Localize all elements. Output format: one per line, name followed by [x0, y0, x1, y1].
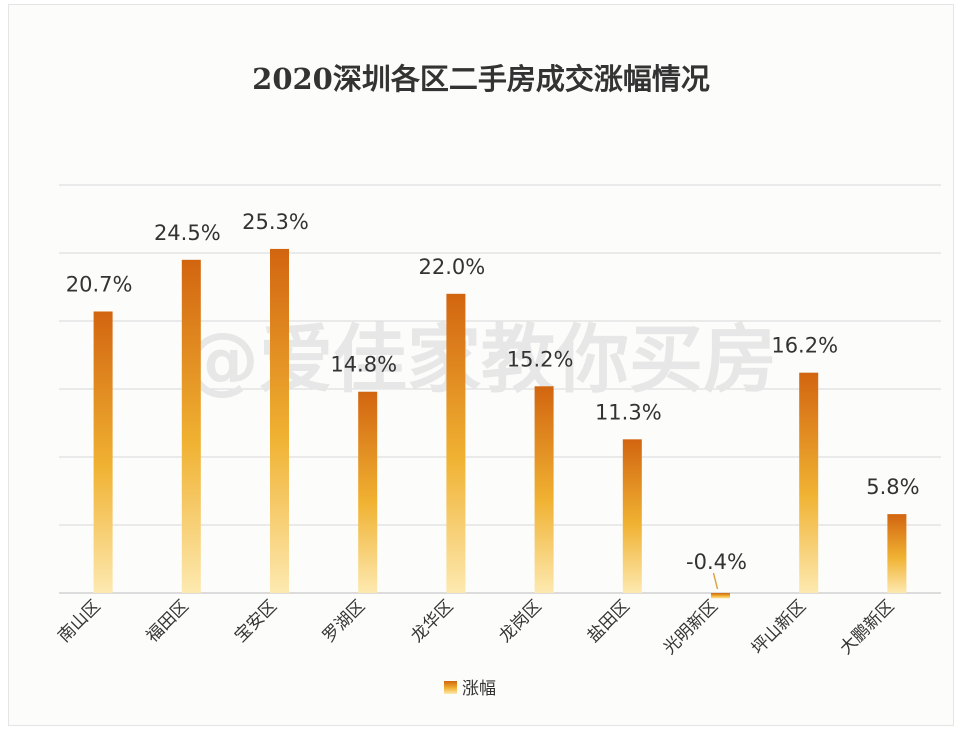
bar	[799, 372, 819, 593]
bar	[622, 439, 642, 593]
data-label: 5.8%	[866, 475, 919, 499]
bar	[181, 259, 201, 593]
data-label: 15.2%	[507, 347, 574, 371]
bar	[711, 593, 730, 599]
data-label: 24.5%	[154, 221, 221, 245]
category-tick-label: 宝安区	[231, 596, 281, 646]
category-tick-label: 龙岗区	[495, 596, 545, 646]
bars	[93, 248, 907, 599]
chart-frame: @爱佳家教你买房 2020深圳各区二手房成交涨幅情况 20.7% 24.5% 25.…	[8, 4, 954, 726]
category-tick-label: 罗湖区	[319, 596, 369, 646]
legend-swatch	[444, 681, 457, 694]
bar	[446, 293, 466, 593]
bar	[534, 386, 554, 593]
data-label: 22.0%	[419, 255, 486, 279]
data-label: 25.3%	[242, 210, 309, 234]
category-tick-labels: 南山区 福田区 宝安区 罗湖区 龙华区 龙岗区 盐田区 光明新区 坪山新区 大鹏新区	[54, 596, 898, 658]
data-label: -0.4%	[686, 550, 747, 574]
data-label: 14.8%	[330, 353, 397, 377]
gridlines	[59, 184, 941, 594]
data-label: 11.3%	[595, 400, 662, 424]
bar	[887, 514, 907, 593]
category-tick-label: 南山区	[54, 596, 104, 646]
data-label-leader	[712, 572, 719, 590]
category-tick-label: 盐田区	[584, 596, 634, 646]
category-tick-label: 坪山新区	[748, 596, 810, 658]
data-label: 16.2%	[771, 334, 838, 358]
data-labels: 20.7% 24.5% 25.3% 14.8% 22.0% 15.2% 11.3% -0.4%…	[66, 210, 920, 590]
bar-chart: @爱佳家教你买房 2020深圳各区二手房成交涨幅情况 20.7%24.5% 25.…	[54, 62, 941, 699]
bar	[358, 391, 378, 593]
data-label: 20.7%	[66, 272, 133, 296]
legend-label: 涨幅	[462, 679, 496, 699]
category-tick-label: 福田区	[143, 596, 193, 646]
bar	[270, 248, 289, 594]
legend: 涨幅	[444, 679, 496, 699]
category-tick-label: 大鹏新区	[836, 596, 898, 658]
category-tick-label: 光明新区	[660, 596, 722, 658]
chart-title: 2020深圳各区二手房成交涨幅情况	[252, 62, 710, 96]
bar	[93, 311, 113, 593]
category-tick-label: 龙华区	[407, 596, 457, 646]
